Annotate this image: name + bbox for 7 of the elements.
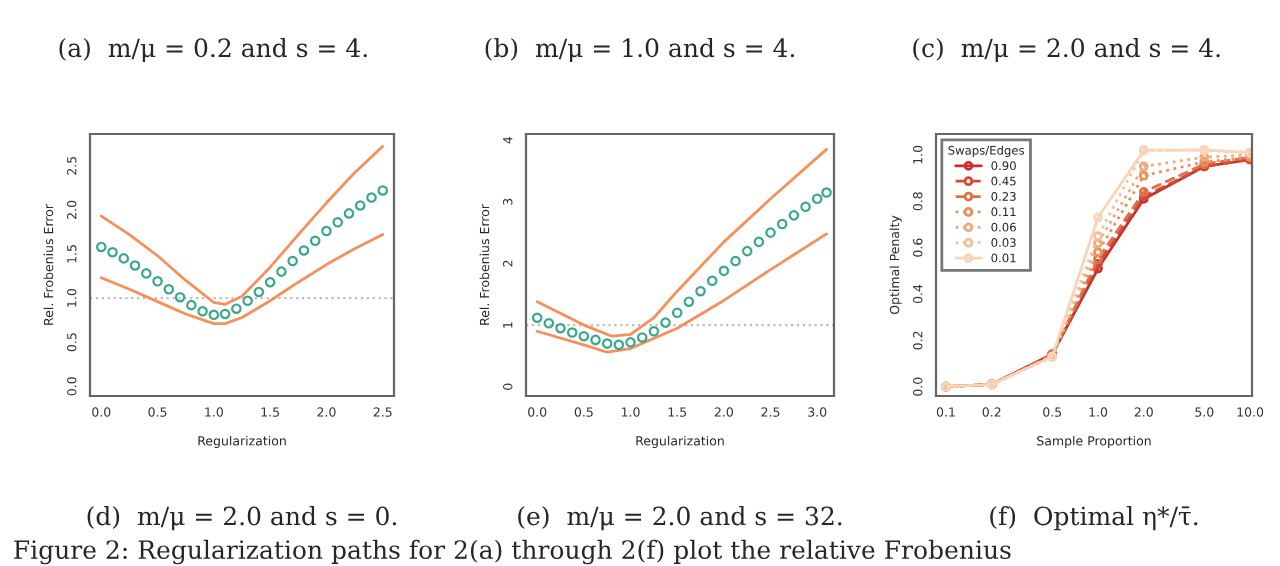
- text: (f) Optimal η*/τ̄.: [990, 506, 1198, 531]
- caption: Figure 2: Regularization paths for 2(a) through 2(f) plot the relative Frobenius: [14, 539, 1011, 565]
- text: (c) m/μ = 2.0 and s = 4.: [913, 37, 1220, 63]
- text: (b) m/μ = 1.0 and s = 4.: [485, 37, 795, 63]
- text: (e) m/μ = 2.0 and s = 32.: [518, 506, 842, 531]
- text: (a) m/μ = 0.2 and s = 4.: [59, 37, 367, 63]
- text: (d) m/μ = 2.0 and s = 0.: [87, 506, 397, 531]
